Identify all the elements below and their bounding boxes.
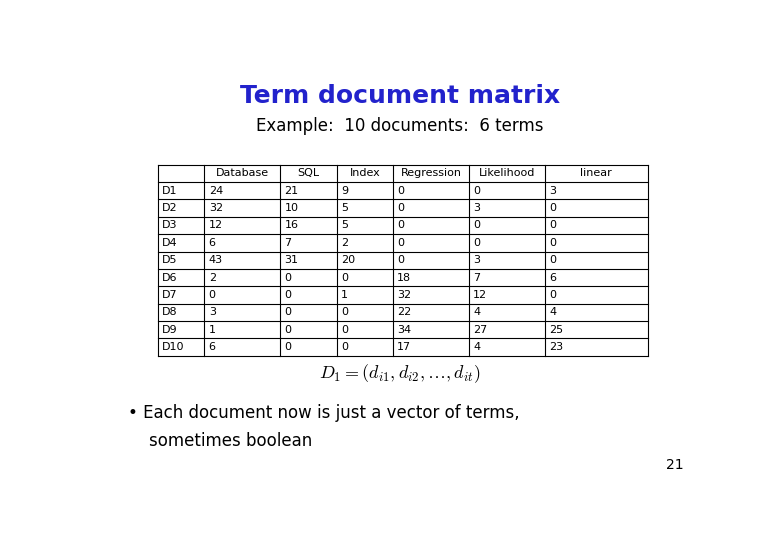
Text: 25: 25 xyxy=(549,325,563,335)
Text: Regression: Regression xyxy=(400,168,462,178)
Text: 6: 6 xyxy=(209,342,216,352)
Text: 0: 0 xyxy=(549,203,556,213)
Text: 43: 43 xyxy=(209,255,223,265)
Text: 0: 0 xyxy=(209,290,216,300)
Text: 0: 0 xyxy=(285,273,292,282)
Text: 12: 12 xyxy=(209,220,223,231)
Text: 3: 3 xyxy=(549,186,556,195)
Text: D4: D4 xyxy=(162,238,178,248)
Text: 5: 5 xyxy=(341,203,348,213)
Text: SQL: SQL xyxy=(297,168,320,178)
Text: 21: 21 xyxy=(666,458,684,472)
Text: 5: 5 xyxy=(341,220,348,231)
Text: 34: 34 xyxy=(397,325,411,335)
Text: Database: Database xyxy=(216,168,269,178)
Text: Index: Index xyxy=(349,168,380,178)
Text: 22: 22 xyxy=(397,307,412,318)
Text: 0: 0 xyxy=(285,325,292,335)
Text: 3: 3 xyxy=(473,203,480,213)
Text: 9: 9 xyxy=(341,186,348,195)
Text: 4: 4 xyxy=(549,307,556,318)
Text: D9: D9 xyxy=(162,325,178,335)
Text: D3: D3 xyxy=(162,220,178,231)
Text: 32: 32 xyxy=(397,290,411,300)
Text: • Each document now is just a vector of terms,: • Each document now is just a vector of … xyxy=(128,404,519,422)
Text: 0: 0 xyxy=(341,273,348,282)
Text: D2: D2 xyxy=(162,203,178,213)
Text: 3: 3 xyxy=(473,255,480,265)
Text: 0: 0 xyxy=(285,307,292,318)
Text: 0: 0 xyxy=(341,342,348,352)
Text: 0: 0 xyxy=(549,238,556,248)
Text: 6: 6 xyxy=(209,238,216,248)
Text: D1: D1 xyxy=(162,186,178,195)
Text: 2: 2 xyxy=(209,273,216,282)
Text: 10: 10 xyxy=(285,203,299,213)
Text: 21: 21 xyxy=(285,186,299,195)
Text: 2: 2 xyxy=(341,238,348,248)
Text: 0: 0 xyxy=(473,238,480,248)
Text: linear: linear xyxy=(580,168,612,178)
Text: 12: 12 xyxy=(473,290,488,300)
Text: 23: 23 xyxy=(549,342,563,352)
Text: 3: 3 xyxy=(209,307,216,318)
Text: 0: 0 xyxy=(397,255,404,265)
Text: 0: 0 xyxy=(341,307,348,318)
Text: 0: 0 xyxy=(397,220,404,231)
Text: 0: 0 xyxy=(397,186,404,195)
Text: Term document matrix: Term document matrix xyxy=(239,84,560,107)
Text: 0: 0 xyxy=(549,255,556,265)
Text: 0: 0 xyxy=(397,203,404,213)
Text: 0: 0 xyxy=(549,220,556,231)
Text: 27: 27 xyxy=(473,325,488,335)
Text: 24: 24 xyxy=(209,186,223,195)
Text: D5: D5 xyxy=(162,255,178,265)
Text: 6: 6 xyxy=(549,273,556,282)
Text: D7: D7 xyxy=(162,290,178,300)
Text: 0: 0 xyxy=(473,186,480,195)
Text: 17: 17 xyxy=(397,342,411,352)
Text: 0: 0 xyxy=(549,290,556,300)
Text: 4: 4 xyxy=(473,307,480,318)
Text: Example:  10 documents:  6 terms: Example: 10 documents: 6 terms xyxy=(256,117,544,135)
Text: D10: D10 xyxy=(162,342,185,352)
Text: 20: 20 xyxy=(341,255,355,265)
Text: 0: 0 xyxy=(285,342,292,352)
Text: 1: 1 xyxy=(341,290,348,300)
Text: 4: 4 xyxy=(473,342,480,352)
Text: 7: 7 xyxy=(285,238,292,248)
Text: $D_1 = (d_{i1}, d_{i2}, \ldots, d_{it})$: $D_1 = (d_{i1}, d_{i2}, \ldots, d_{it})$ xyxy=(319,362,480,385)
Text: 1: 1 xyxy=(209,325,216,335)
Text: 32: 32 xyxy=(209,203,223,213)
Text: D6: D6 xyxy=(162,273,178,282)
Text: D8: D8 xyxy=(162,307,178,318)
Text: sometimes boolean: sometimes boolean xyxy=(149,432,312,450)
Text: 0: 0 xyxy=(397,238,404,248)
Text: 0: 0 xyxy=(473,220,480,231)
Text: 18: 18 xyxy=(397,273,411,282)
Text: Likelihood: Likelihood xyxy=(479,168,535,178)
Text: 0: 0 xyxy=(285,290,292,300)
Text: 0: 0 xyxy=(341,325,348,335)
Text: 31: 31 xyxy=(285,255,299,265)
Text: 7: 7 xyxy=(473,273,480,282)
Text: 16: 16 xyxy=(285,220,299,231)
